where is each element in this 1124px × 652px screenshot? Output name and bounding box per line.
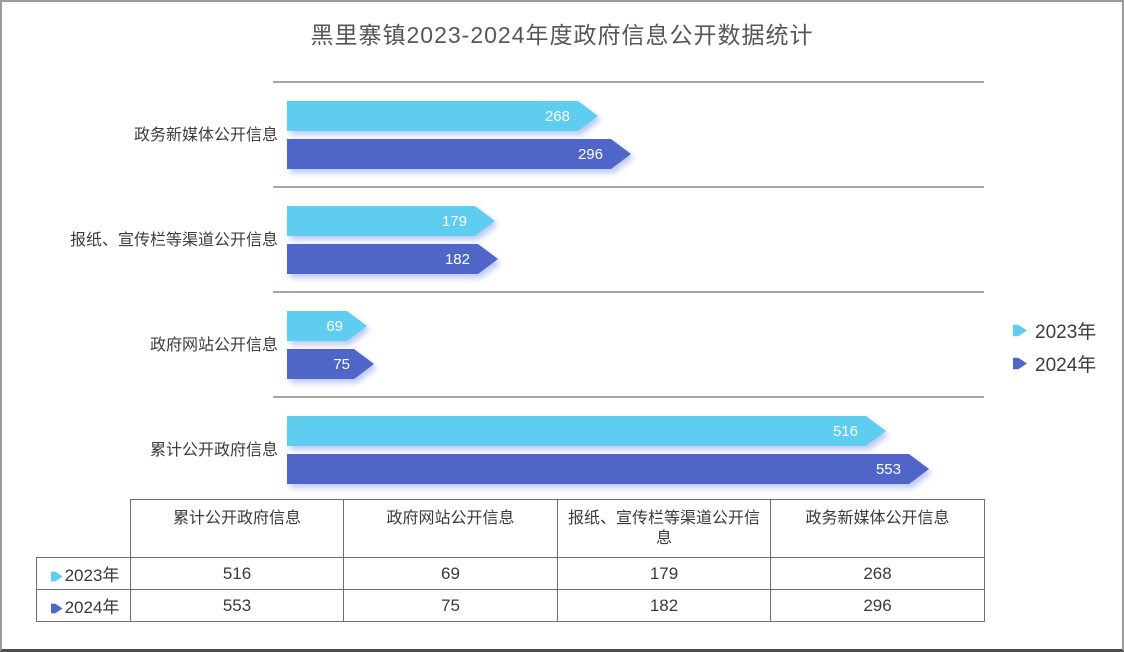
bar-value-label: 553	[875, 460, 901, 478]
bar-2024年: 553	[287, 454, 929, 484]
bar-2024年: 296	[287, 139, 631, 169]
bar-value-label: 268	[544, 107, 570, 125]
table-cell: 553	[130, 589, 344, 622]
category-label: 政府网站公开信息	[149, 337, 278, 354]
table-cell: 179	[557, 557, 771, 590]
bar-2023年: 516	[287, 416, 886, 446]
table-row-label: 2024年	[36, 589, 131, 622]
table-cell: 296	[770, 589, 985, 622]
row-label-text: 2024年	[64, 598, 120, 617]
bar-2023年: 69	[287, 311, 367, 341]
legend-label: 2024年	[1035, 355, 1097, 376]
bar-group: 179 182	[273, 186, 984, 291]
table-row: 2023年 516 69 179 268	[36, 557, 985, 590]
bar-2023年: 179	[287, 206, 495, 236]
arrow-right-icon	[50, 571, 63, 582]
bar-2024年: 182	[287, 244, 498, 274]
legend: 2023年 2024年	[1013, 319, 1097, 376]
category-label: 政务新媒体公开信息	[133, 127, 278, 144]
table-column-header: 累计公开政府信息	[130, 499, 344, 558]
bar-2024年: 75	[287, 349, 374, 379]
category-label: 累计公开政府信息	[149, 442, 278, 459]
bar-group: 516 553	[273, 396, 984, 501]
arrow-right-icon	[50, 603, 63, 614]
table-row: 2024年 553 75 182 296	[36, 589, 985, 622]
bar-value-label: 516	[832, 422, 858, 440]
bar-value-label: 182	[444, 250, 470, 268]
table-cell: 69	[343, 557, 558, 590]
chart-title: 黑里寨镇2023-2024年度政府信息公开数据统计	[310, 22, 814, 48]
bar-value-label: 296	[577, 145, 603, 163]
legend-label: 2023年	[1035, 322, 1097, 343]
data-table: 累计公开政府信息 政府网站公开信息 报纸、宣传栏等渠道公开信息 政务新媒体公开信息 2…	[36, 499, 985, 622]
table-header-row: 累计公开政府信息 政府网站公开信息 报纸、宣传栏等渠道公开信息 政务新媒体公开信息	[36, 499, 985, 558]
table-cell: 75	[343, 589, 558, 622]
table-corner-cell	[36, 499, 131, 558]
table-body: 2023年 516 69 179 268 2024年 553 75 182 296	[36, 557, 985, 622]
bar-group: 69 75	[273, 291, 984, 396]
arrow-right-icon	[1013, 324, 1027, 337]
table-column-header: 政府网站公开信息	[343, 499, 558, 558]
bar-group: 268 296	[273, 81, 984, 186]
bar-value-label: 69	[326, 317, 343, 335]
row-label-text: 2023年	[64, 566, 120, 585]
table-cell: 516	[130, 557, 344, 590]
category-label: 报纸、宣传栏等渠道公开信息	[69, 232, 278, 249]
legend-item-2024: 2024年	[1013, 352, 1097, 376]
bar-2023年: 268	[287, 101, 598, 131]
bar-value-label: 75	[333, 355, 350, 373]
table-column-header: 政务新媒体公开信息	[770, 499, 985, 558]
arrow-right-icon	[1013, 357, 1027, 370]
table-cell: 182	[557, 589, 771, 622]
bar-value-label: 179	[441, 212, 467, 230]
table-row-label: 2023年	[36, 557, 131, 590]
table-cell: 268	[770, 557, 985, 590]
table-column-header: 报纸、宣传栏等渠道公开信息	[557, 499, 771, 558]
legend-item-2023: 2023年	[1013, 319, 1097, 343]
